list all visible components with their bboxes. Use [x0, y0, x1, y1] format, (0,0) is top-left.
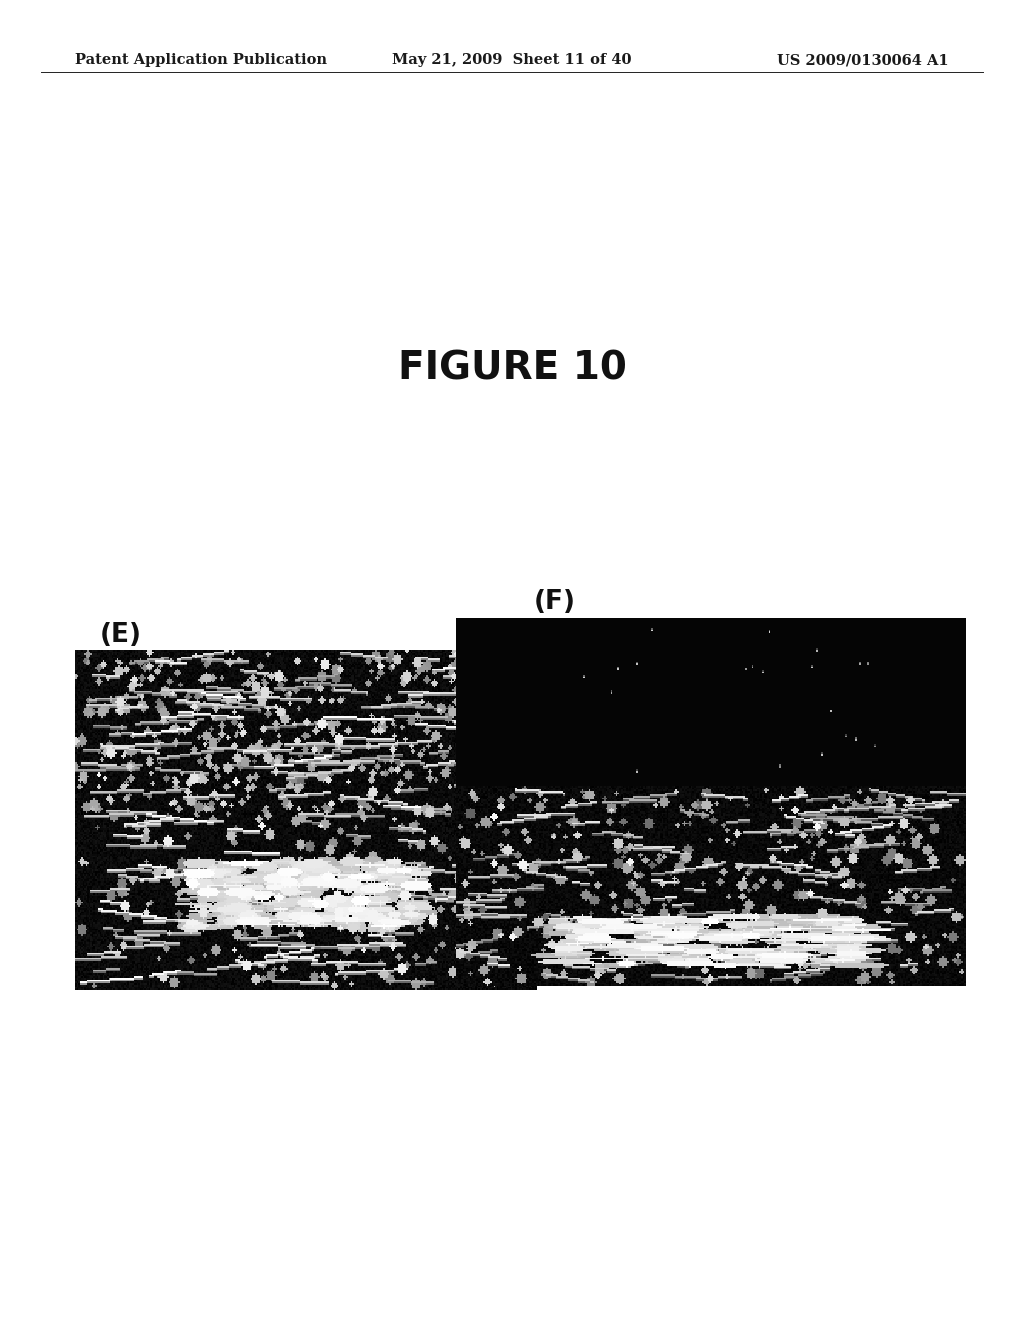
Text: Patent Application Publication: Patent Application Publication: [75, 53, 327, 67]
Text: US 2009/0130064 A1: US 2009/0130064 A1: [777, 53, 949, 67]
Text: FIGURE 10: FIGURE 10: [397, 350, 627, 388]
Text: May 21, 2009  Sheet 11 of 40: May 21, 2009 Sheet 11 of 40: [392, 53, 632, 67]
Text: (F): (F): [534, 589, 575, 615]
Text: (E): (E): [100, 622, 142, 648]
